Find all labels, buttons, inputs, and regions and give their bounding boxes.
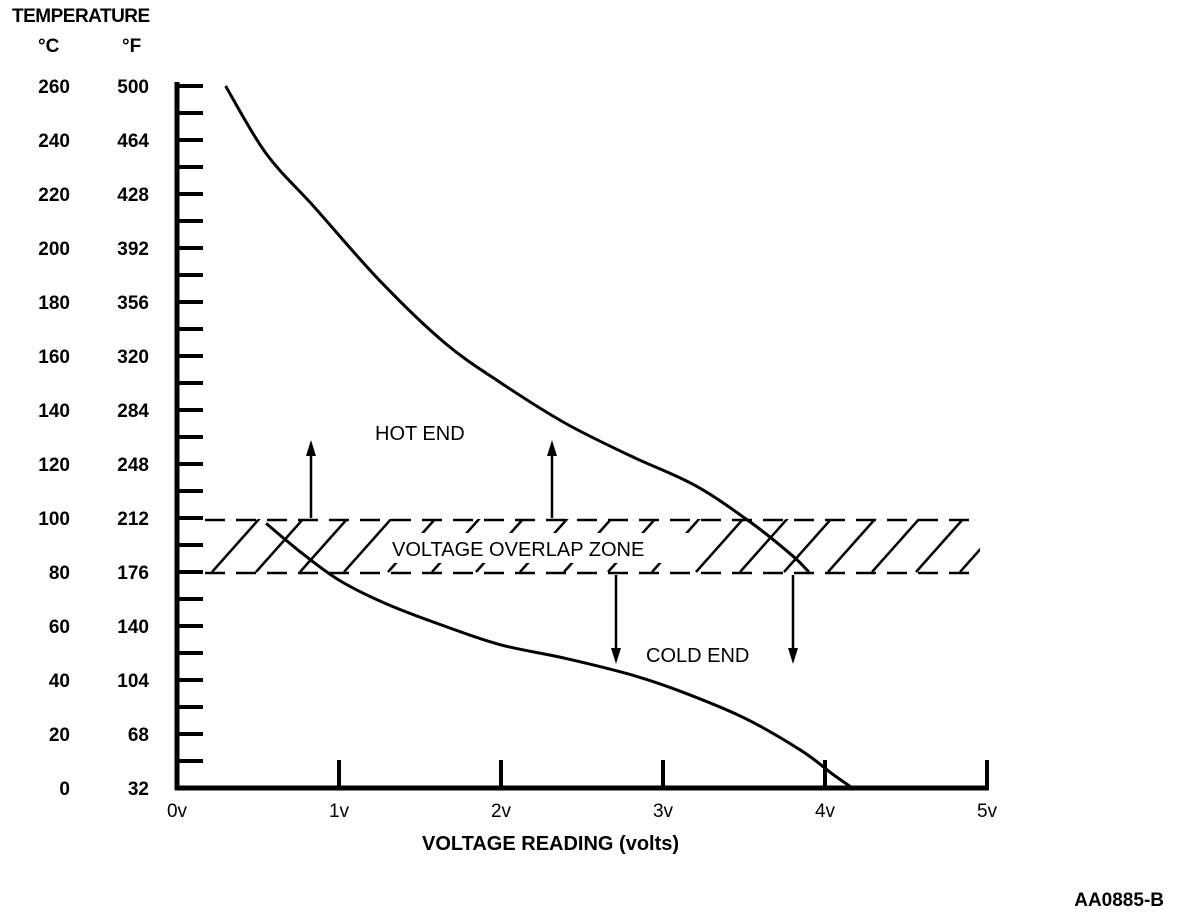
hatch-line (255, 519, 305, 573)
y-tick-label-c: 20 (49, 725, 70, 746)
celsius-tick-labels: 0 20 40 60 80 100 120 140 160 180 200 220 240 260 (38, 77, 70, 800)
hot-end-arrows (306, 440, 557, 518)
y-tick-label-f: 356 (117, 293, 149, 314)
x-tick-label: 3v (653, 801, 674, 822)
cold-end-label: COLD END (646, 645, 749, 667)
hatch-line (783, 519, 833, 573)
cold-end-arrows (611, 575, 798, 664)
hatch-line (827, 519, 877, 573)
hatch-line (299, 519, 349, 573)
hot-end-label: HOT END (375, 423, 465, 445)
y-tick-label-f: 428 (117, 185, 149, 206)
y-axis-title: TEMPERATURE (12, 6, 150, 27)
y-tick-label-f: 140 (117, 617, 149, 638)
y-tick-label-c: 120 (38, 455, 70, 476)
y-tick-label-f: 212 (117, 509, 149, 530)
hatch-line (739, 519, 789, 573)
hatch-line (695, 519, 745, 573)
x-tick-label: 5v (977, 801, 998, 822)
cold-arrow-left-head (611, 648, 621, 664)
x-tick-marks (337, 760, 989, 788)
figure-id: AA0885-B (1074, 890, 1164, 911)
y-tick-label-c: 60 (49, 617, 70, 638)
y-tick-label-c: 200 (38, 239, 70, 260)
y-tick-label-c: 100 (38, 509, 70, 530)
y-tick-label-c: 180 (38, 293, 70, 314)
x-tick-label: 0v (167, 801, 188, 822)
y-tick-label-c: 40 (49, 671, 70, 692)
x-tick-label: 4v (815, 801, 836, 822)
cold-end-curve (265, 522, 854, 790)
voltage-overlap-zone: VOLTAGE OVERLAP ZONE (205, 518, 980, 575)
y-tick-label-c: 80 (49, 563, 70, 584)
y-tick-label-f: 104 (117, 671, 149, 692)
y-unit-celsius: °C (38, 36, 60, 57)
y-unit-fahrenheit: °F (122, 36, 141, 57)
y-tick-marks (177, 84, 203, 763)
hatch-line (871, 519, 921, 573)
y-tick-label-f: 176 (117, 563, 149, 584)
hot-arrow-right-head (547, 440, 557, 456)
hot-end-curve (224, 85, 810, 574)
y-tick-label-f: 464 (117, 131, 149, 152)
y-tick-label-f: 68 (128, 725, 149, 746)
x-tick-label: 2v (491, 801, 512, 822)
x-tick-label: 1v (329, 801, 350, 822)
hatch-line (211, 519, 261, 573)
hatch-line (959, 547, 980, 573)
y-tick-label-c: 160 (38, 347, 70, 368)
x-tick-labels: 0v 1v 2v 3v 4v 5v (167, 801, 998, 822)
cold-arrow-right-head (788, 648, 798, 664)
y-tick-label-c: 140 (38, 401, 70, 422)
fahrenheit-tick-labels: 32 68 104 140 176 212 248 284 320 356 392 428 464 500 (117, 77, 149, 800)
y-tick-label-f: 392 (117, 239, 149, 260)
y-tick-label-f: 284 (117, 401, 149, 422)
y-tick-label-f: 500 (117, 77, 149, 98)
hatch-line (915, 519, 965, 573)
x-axis-title: VOLTAGE READING (volts) (422, 833, 679, 855)
y-tick-label-c: 240 (38, 131, 70, 152)
y-tick-label-c: 220 (38, 185, 70, 206)
hatch-line (343, 519, 393, 573)
hot-arrow-left-head (306, 440, 316, 456)
zone-hatching (211, 519, 980, 573)
y-tick-label-f: 320 (117, 347, 149, 368)
zone-label-backdrop (385, 533, 689, 563)
y-tick-label-f: 248 (117, 455, 149, 476)
y-tick-label-c: 0 (59, 779, 70, 800)
zone-label: VOLTAGE OVERLAP ZONE (392, 539, 644, 561)
y-tick-label-f: 32 (128, 779, 149, 800)
y-tick-label-c: 260 (38, 77, 70, 98)
